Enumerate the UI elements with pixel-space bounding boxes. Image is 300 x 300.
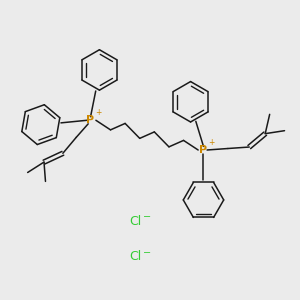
Text: P: P (86, 115, 94, 125)
Text: +: + (208, 138, 215, 147)
Text: Cl: Cl (129, 250, 141, 263)
Text: −: − (143, 248, 151, 258)
Text: P: P (200, 145, 208, 155)
Text: +: + (96, 108, 102, 117)
Text: Cl: Cl (129, 215, 141, 228)
Text: −: − (143, 212, 151, 223)
